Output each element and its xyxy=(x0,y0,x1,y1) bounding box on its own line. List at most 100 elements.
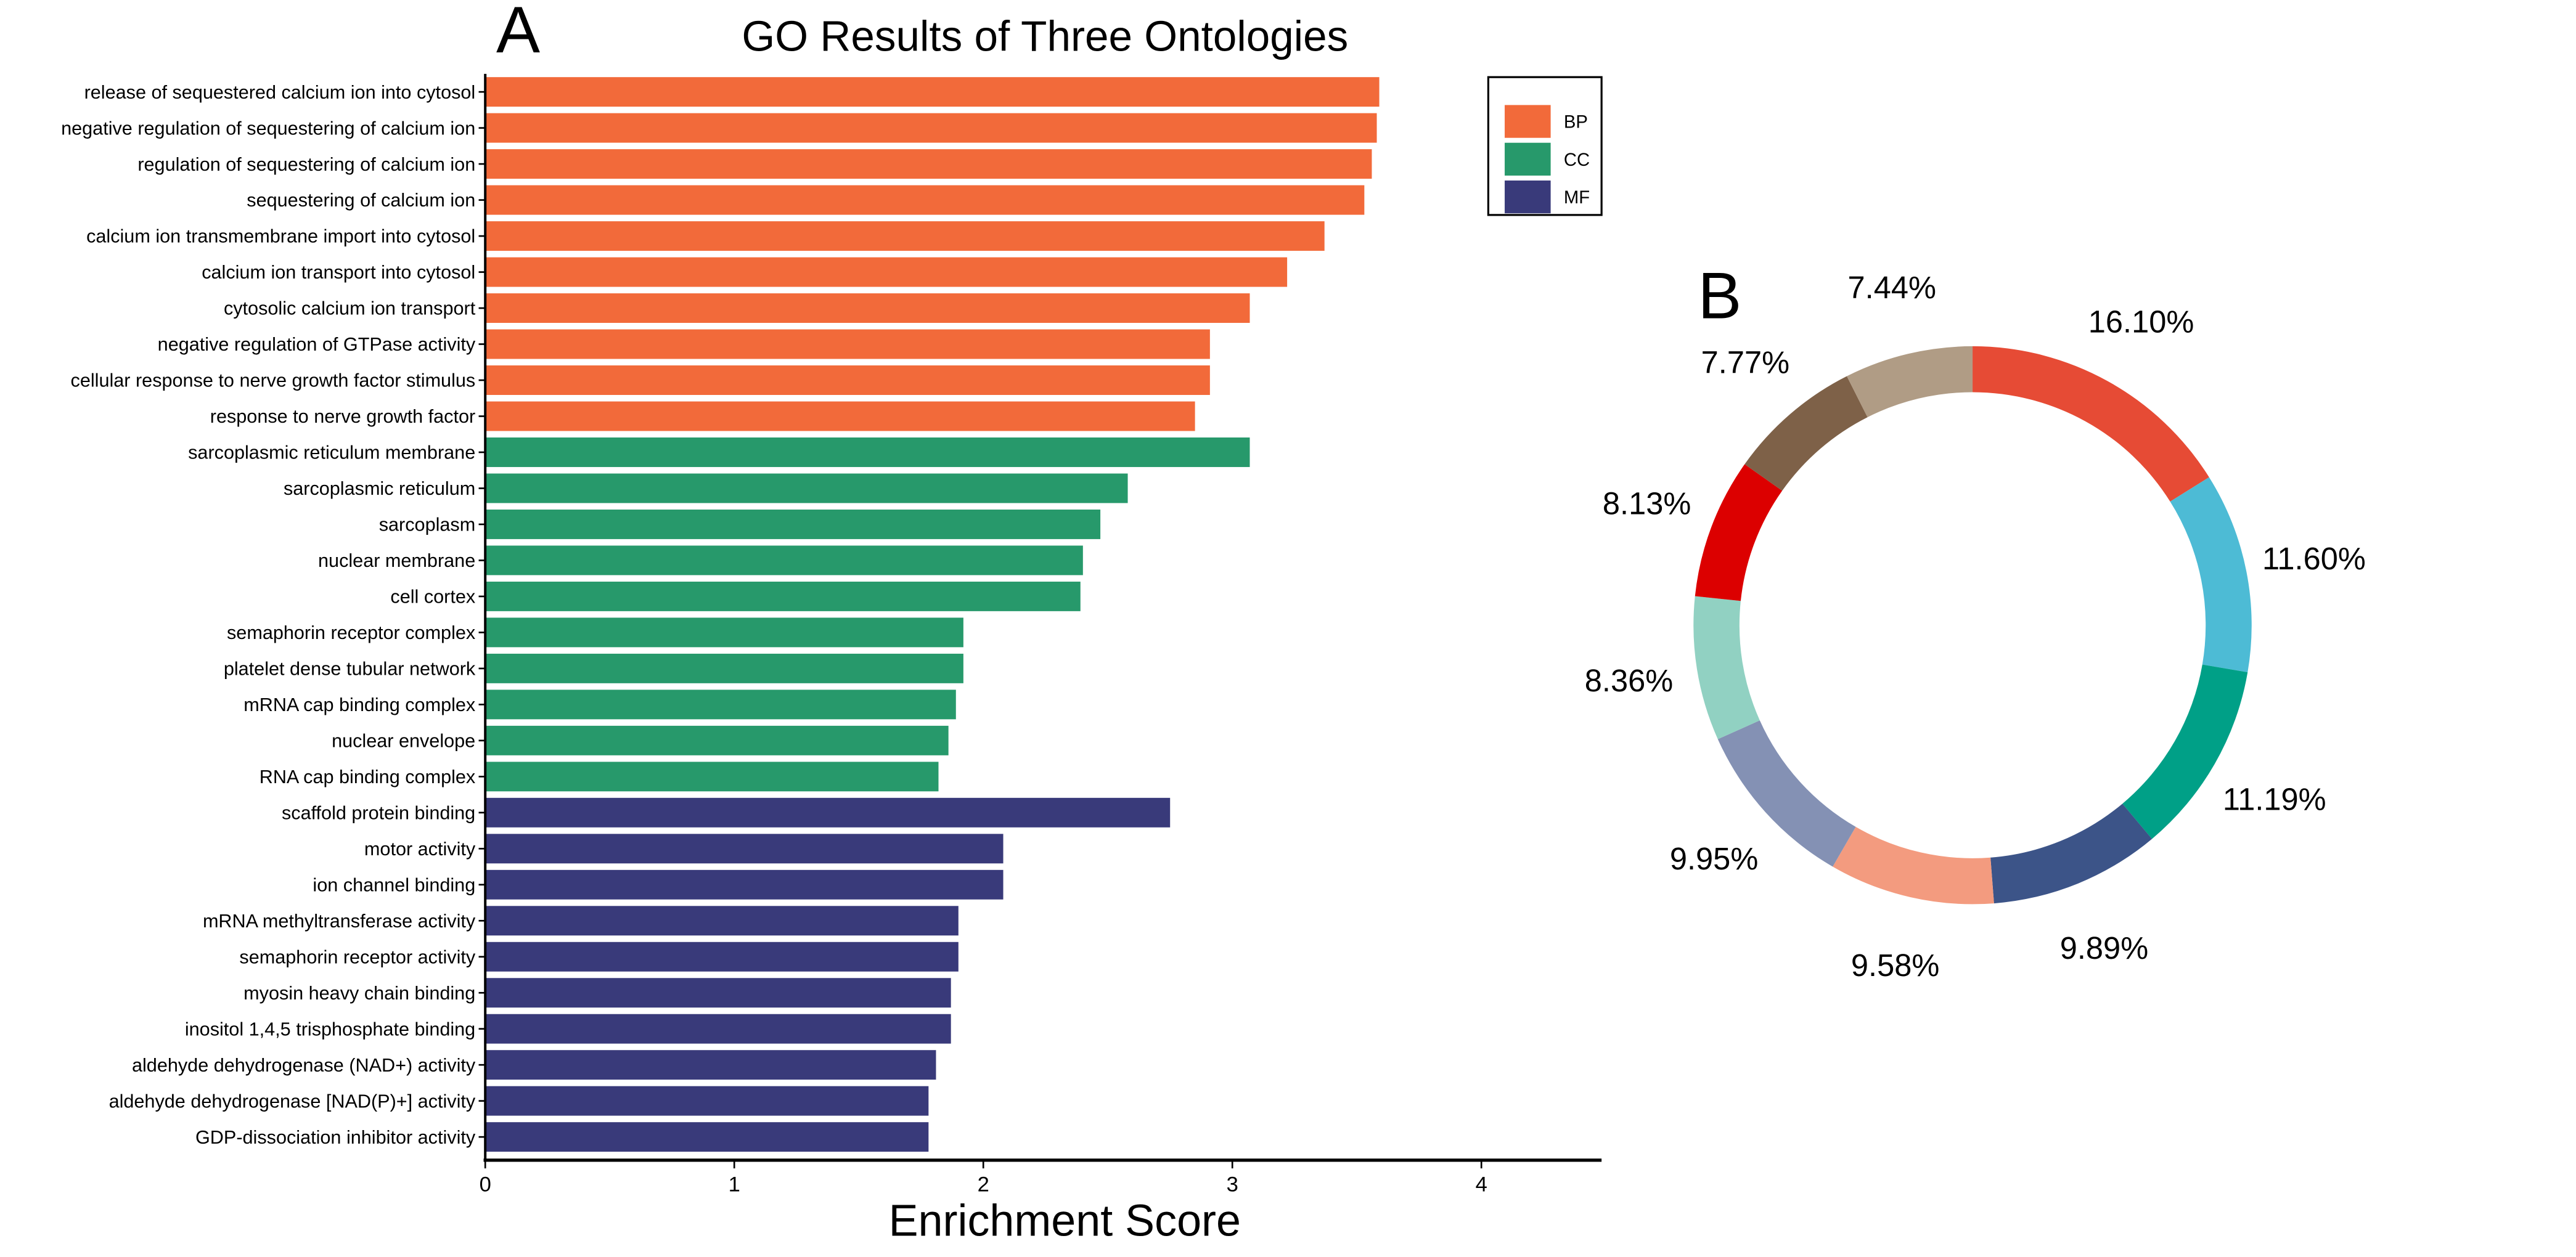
bar xyxy=(485,581,1081,611)
slice-value-label: 7.77% xyxy=(1701,345,1789,380)
bar xyxy=(485,690,956,720)
slice-value-label: 8.13% xyxy=(1603,486,1691,521)
y-tick-label: sarcoplasm xyxy=(379,515,476,535)
bar xyxy=(485,149,1372,179)
y-tick-label: mRNA methyltransferase activity xyxy=(203,911,476,932)
legend-swatch xyxy=(1505,142,1551,176)
panel-b-label: B xyxy=(1698,259,1741,333)
bar xyxy=(485,762,939,792)
panel-a-label: A xyxy=(496,0,540,67)
donut-slice xyxy=(1693,596,1760,739)
y-tick-label: calcium ion transmembrane import into cy… xyxy=(86,226,475,247)
bar xyxy=(485,1086,929,1116)
bar xyxy=(485,617,963,648)
y-tick-label: RNA cap binding complex xyxy=(260,767,476,787)
y-tick-label: release of sequestered calcium ion into … xyxy=(84,82,476,103)
x-tick-label: 2 xyxy=(978,1173,989,1196)
bar xyxy=(485,329,1210,359)
slice-value-label: 7.44% xyxy=(1848,270,1936,305)
slice-value-label: 11.60% xyxy=(2262,541,2366,576)
y-tick-label: response to nerve growth factor xyxy=(210,406,475,427)
y-tick-label: mRNA cap binding complex xyxy=(243,694,475,715)
legend-swatch xyxy=(1505,180,1551,214)
x-ticks: 0 1 2 3 4 xyxy=(480,1160,1487,1196)
bar xyxy=(485,834,1004,864)
x-tick-label: 1 xyxy=(729,1173,740,1196)
bar xyxy=(485,1050,936,1080)
donut-slice xyxy=(1695,464,1783,601)
bar xyxy=(485,1122,929,1152)
slice-value-label: 9.58% xyxy=(1851,948,1939,983)
legend-label: CC xyxy=(1564,150,1590,170)
bar xyxy=(485,185,1365,215)
bar xyxy=(485,113,1377,143)
donut-slice xyxy=(2170,477,2252,673)
y-tick-labels: release of sequestered calcium ion into … xyxy=(61,82,486,1148)
bar xyxy=(485,293,1250,323)
donut-slices xyxy=(1693,346,2252,905)
bar xyxy=(485,978,951,1008)
bar xyxy=(485,725,949,755)
bar xyxy=(485,509,1101,539)
y-tick-label: aldehyde dehydrogenase [NAD(P)+] activit… xyxy=(109,1091,476,1112)
bar xyxy=(485,797,1171,828)
y-tick-label: aldehyde dehydrogenase (NAD+) activity xyxy=(132,1055,476,1076)
y-tick-label: cytosolic calcium ion transport xyxy=(224,298,476,319)
donut-slice xyxy=(1744,376,1868,491)
y-tick-label: nuclear membrane xyxy=(318,550,475,571)
panel-a-bar-chart: A GO Results of Three Ontologies release… xyxy=(61,0,1603,1245)
y-tick-label: myosin heavy chain binding xyxy=(243,983,475,1004)
bar xyxy=(485,401,1195,431)
bar xyxy=(485,221,1325,251)
bars xyxy=(485,77,1380,1152)
bar xyxy=(485,365,1210,395)
legend-label: MF xyxy=(1564,187,1590,208)
donut-slice xyxy=(2122,664,2248,839)
bar xyxy=(485,906,959,936)
x-tick-label: 3 xyxy=(1227,1173,1238,1196)
donut-slice xyxy=(1847,346,1973,418)
y-tick-label: negative regulation of sequestering of c… xyxy=(61,118,475,139)
bar xyxy=(485,869,1004,900)
bar xyxy=(485,1014,951,1044)
y-tick-label: sarcoplasmic reticulum xyxy=(284,478,475,499)
bar xyxy=(485,653,963,683)
panel-b-donut-chart: B 16.10% 11.60% 11.19% 9.89% 9.58% 9.95% 8.36%… xyxy=(1585,259,2366,983)
y-tick-label: negative regulation of GTPase activity xyxy=(158,334,476,355)
legend-swatch xyxy=(1505,105,1551,138)
slice-value-label: 16.10% xyxy=(2088,304,2194,339)
y-tick-label: platelet dense tubular network xyxy=(224,659,476,680)
x-axis-title: Enrichment Score xyxy=(889,1196,1241,1245)
y-tick-label: calcium ion transport into cytosol xyxy=(202,262,475,283)
chart-title: GO Results of Three Ontologies xyxy=(742,12,1348,60)
donut-slice xyxy=(1990,803,2153,904)
y-tick-label: semaphorin receptor activity xyxy=(239,946,475,967)
bar xyxy=(485,437,1250,467)
bar xyxy=(485,545,1083,576)
y-tick-label: scaffold protein binding xyxy=(282,802,475,823)
slice-value-labels: 16.10% 11.60% 11.19% 9.89% 9.58% 9.95% 8.36% 8.… xyxy=(1585,270,2366,983)
bar xyxy=(485,473,1128,503)
y-tick-label: nuclear envelope xyxy=(332,730,475,751)
donut-slice xyxy=(1717,720,1856,867)
slice-value-label: 8.36% xyxy=(1585,663,1673,698)
donut-slice xyxy=(1833,826,1994,905)
y-tick-label: GDP-dissociation inhibitor activity xyxy=(195,1127,476,1148)
y-tick-label: ion channel binding xyxy=(313,874,475,895)
y-tick-label: motor activity xyxy=(364,839,476,860)
y-tick-label: cell cortex xyxy=(390,587,475,608)
y-tick-label: sarcoplasmic reticulum membrane xyxy=(188,442,475,463)
donut-slice xyxy=(1973,346,2209,502)
bar xyxy=(485,77,1380,107)
slice-value-label: 9.95% xyxy=(1670,841,1758,876)
y-tick-label: sequestering of calcium ion xyxy=(247,190,475,211)
y-tick-label: cellular response to nerve growth factor… xyxy=(71,370,476,391)
y-tick-label: regulation of sequestering of calcium io… xyxy=(137,154,475,175)
y-tick-label: semaphorin receptor complex xyxy=(227,622,475,643)
slice-value-label: 9.89% xyxy=(2060,930,2148,966)
bar xyxy=(485,942,959,972)
bar xyxy=(485,257,1288,287)
legend: BP CC MF xyxy=(1487,76,1603,216)
y-tick-label: inositol 1,4,5 trisphosphate binding xyxy=(185,1019,475,1039)
